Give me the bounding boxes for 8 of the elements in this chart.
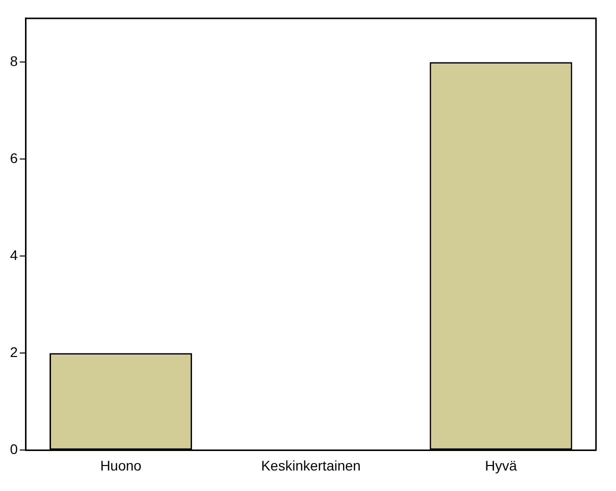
y-tick-label: 2 (10, 344, 18, 360)
x-tick-label: Huono (100, 457, 142, 474)
x-tick-label: Keskinkertainen (261, 457, 361, 474)
y-tick-label: 8 (10, 52, 18, 69)
x-tick-label: Hyvä (485, 457, 518, 474)
y-tick-label: 6 (10, 150, 18, 166)
y-tick-label: 4 (10, 246, 18, 263)
y-tick-label: 0 (10, 441, 18, 458)
